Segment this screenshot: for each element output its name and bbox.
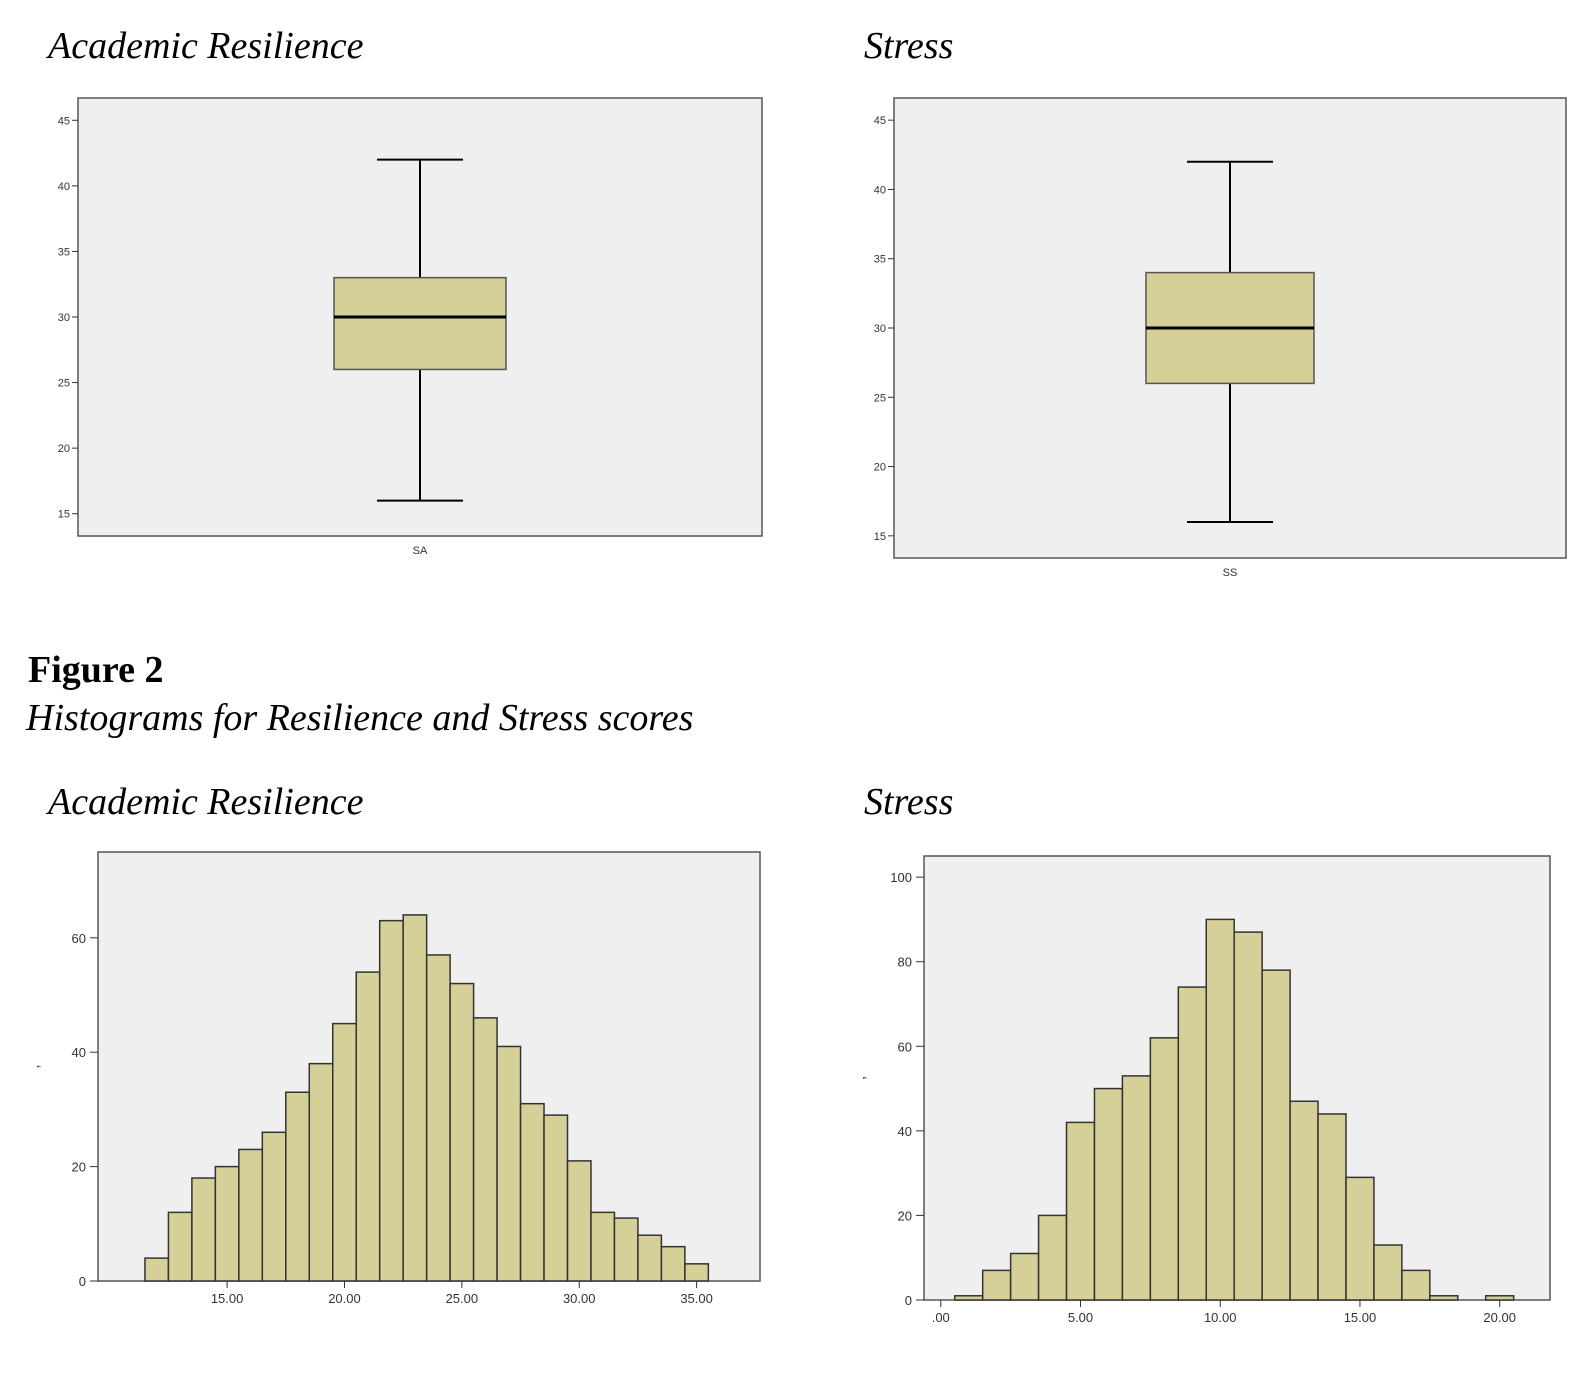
histogram-bar [1261, 969, 1291, 1301]
x-tick-label: 20.00 [328, 1291, 361, 1306]
y-tick-label: 40 [72, 1045, 86, 1060]
y-tick-label: 80 [898, 955, 912, 970]
x-category-label: SA [413, 545, 428, 557]
histogram-stress-title: Stress [864, 781, 954, 823]
histogram-bar [1093, 1087, 1124, 1301]
y-tick-label: 0 [905, 1293, 912, 1308]
figure-label: Figure 2 [28, 649, 164, 691]
histogram-bar [1233, 931, 1263, 1301]
histogram-bar [1289, 1100, 1319, 1301]
histogram-resilience-title: Academic Resilience [48, 781, 364, 823]
x-tick-label: 10.00 [1204, 1310, 1237, 1325]
histogram-bar [1401, 1269, 1431, 1301]
figure-caption: Histograms for Resilience and Stress sco… [26, 697, 694, 739]
boxplot-resilience-title: Academic Resilience [48, 25, 364, 67]
histogram-bar [1373, 1244, 1403, 1301]
y-tick-label: 60 [898, 1039, 912, 1054]
histogram-bar [1345, 1176, 1375, 1301]
x-tick-label: 15.00 [211, 1291, 244, 1306]
histogram-bar [1484, 1295, 1515, 1301]
y-tick-label: 40 [898, 1124, 912, 1139]
histogram-bar [1317, 1113, 1347, 1301]
y-tick-label: 35 [874, 254, 886, 266]
histogram-bar [1065, 1121, 1096, 1301]
histogram-bar [1205, 918, 1235, 1301]
y-tick-label: 45 [58, 115, 70, 127]
x-tick-label: 5.00 [1068, 1310, 1093, 1325]
iqr-box [333, 276, 507, 371]
y-tick-label: 20 [874, 462, 886, 474]
y-tick-label: 25 [874, 392, 886, 404]
y-tick-label: 30 [874, 323, 886, 335]
y-tick-label: 40 [58, 181, 70, 193]
y-tick-label: 30 [58, 312, 70, 324]
y-tick-label: 60 [72, 931, 86, 946]
y-tick-label: 25 [58, 378, 70, 390]
histogram-bar [1009, 1252, 1040, 1301]
histogram-bar [1037, 1214, 1068, 1301]
y-tick-label: 15 [874, 531, 886, 543]
histogram-bar [684, 1263, 710, 1282]
y-tick-label: 20 [72, 1160, 86, 1175]
y-tick-label: 20 [58, 443, 70, 455]
x-tick-label: 25.00 [446, 1291, 479, 1306]
y-tick-label: 20 [898, 1208, 912, 1223]
x-tick-label: 35.00 [680, 1291, 713, 1306]
x-tick-label: .00 [932, 1310, 950, 1325]
y-tick-label: 45 [874, 115, 886, 127]
boxplot-stress-title: Stress [864, 25, 954, 67]
y-tick-label: 40 [874, 184, 886, 196]
histogram-bar [1121, 1075, 1152, 1301]
x-category-label: SS [1223, 567, 1238, 579]
y-tick-label: 35 [58, 246, 70, 258]
x-tick-label: 30.00 [563, 1291, 596, 1306]
y-axis-label: ’ [35, 1065, 52, 1069]
histogram-bar [1149, 1037, 1180, 1301]
x-tick-label: 15.00 [1344, 1310, 1377, 1325]
histogram-bar [981, 1269, 1012, 1301]
histogram-bar [1177, 986, 1208, 1301]
y-tick-label: 15 [58, 509, 70, 521]
y-tick-label: 0 [79, 1274, 86, 1289]
y-tick-label: 100 [890, 870, 912, 885]
histogram-bar [1429, 1295, 1459, 1301]
histogram-bar [953, 1295, 984, 1301]
y-axis-label: ’ [861, 1076, 878, 1080]
x-tick-label: 20.00 [1483, 1310, 1516, 1325]
